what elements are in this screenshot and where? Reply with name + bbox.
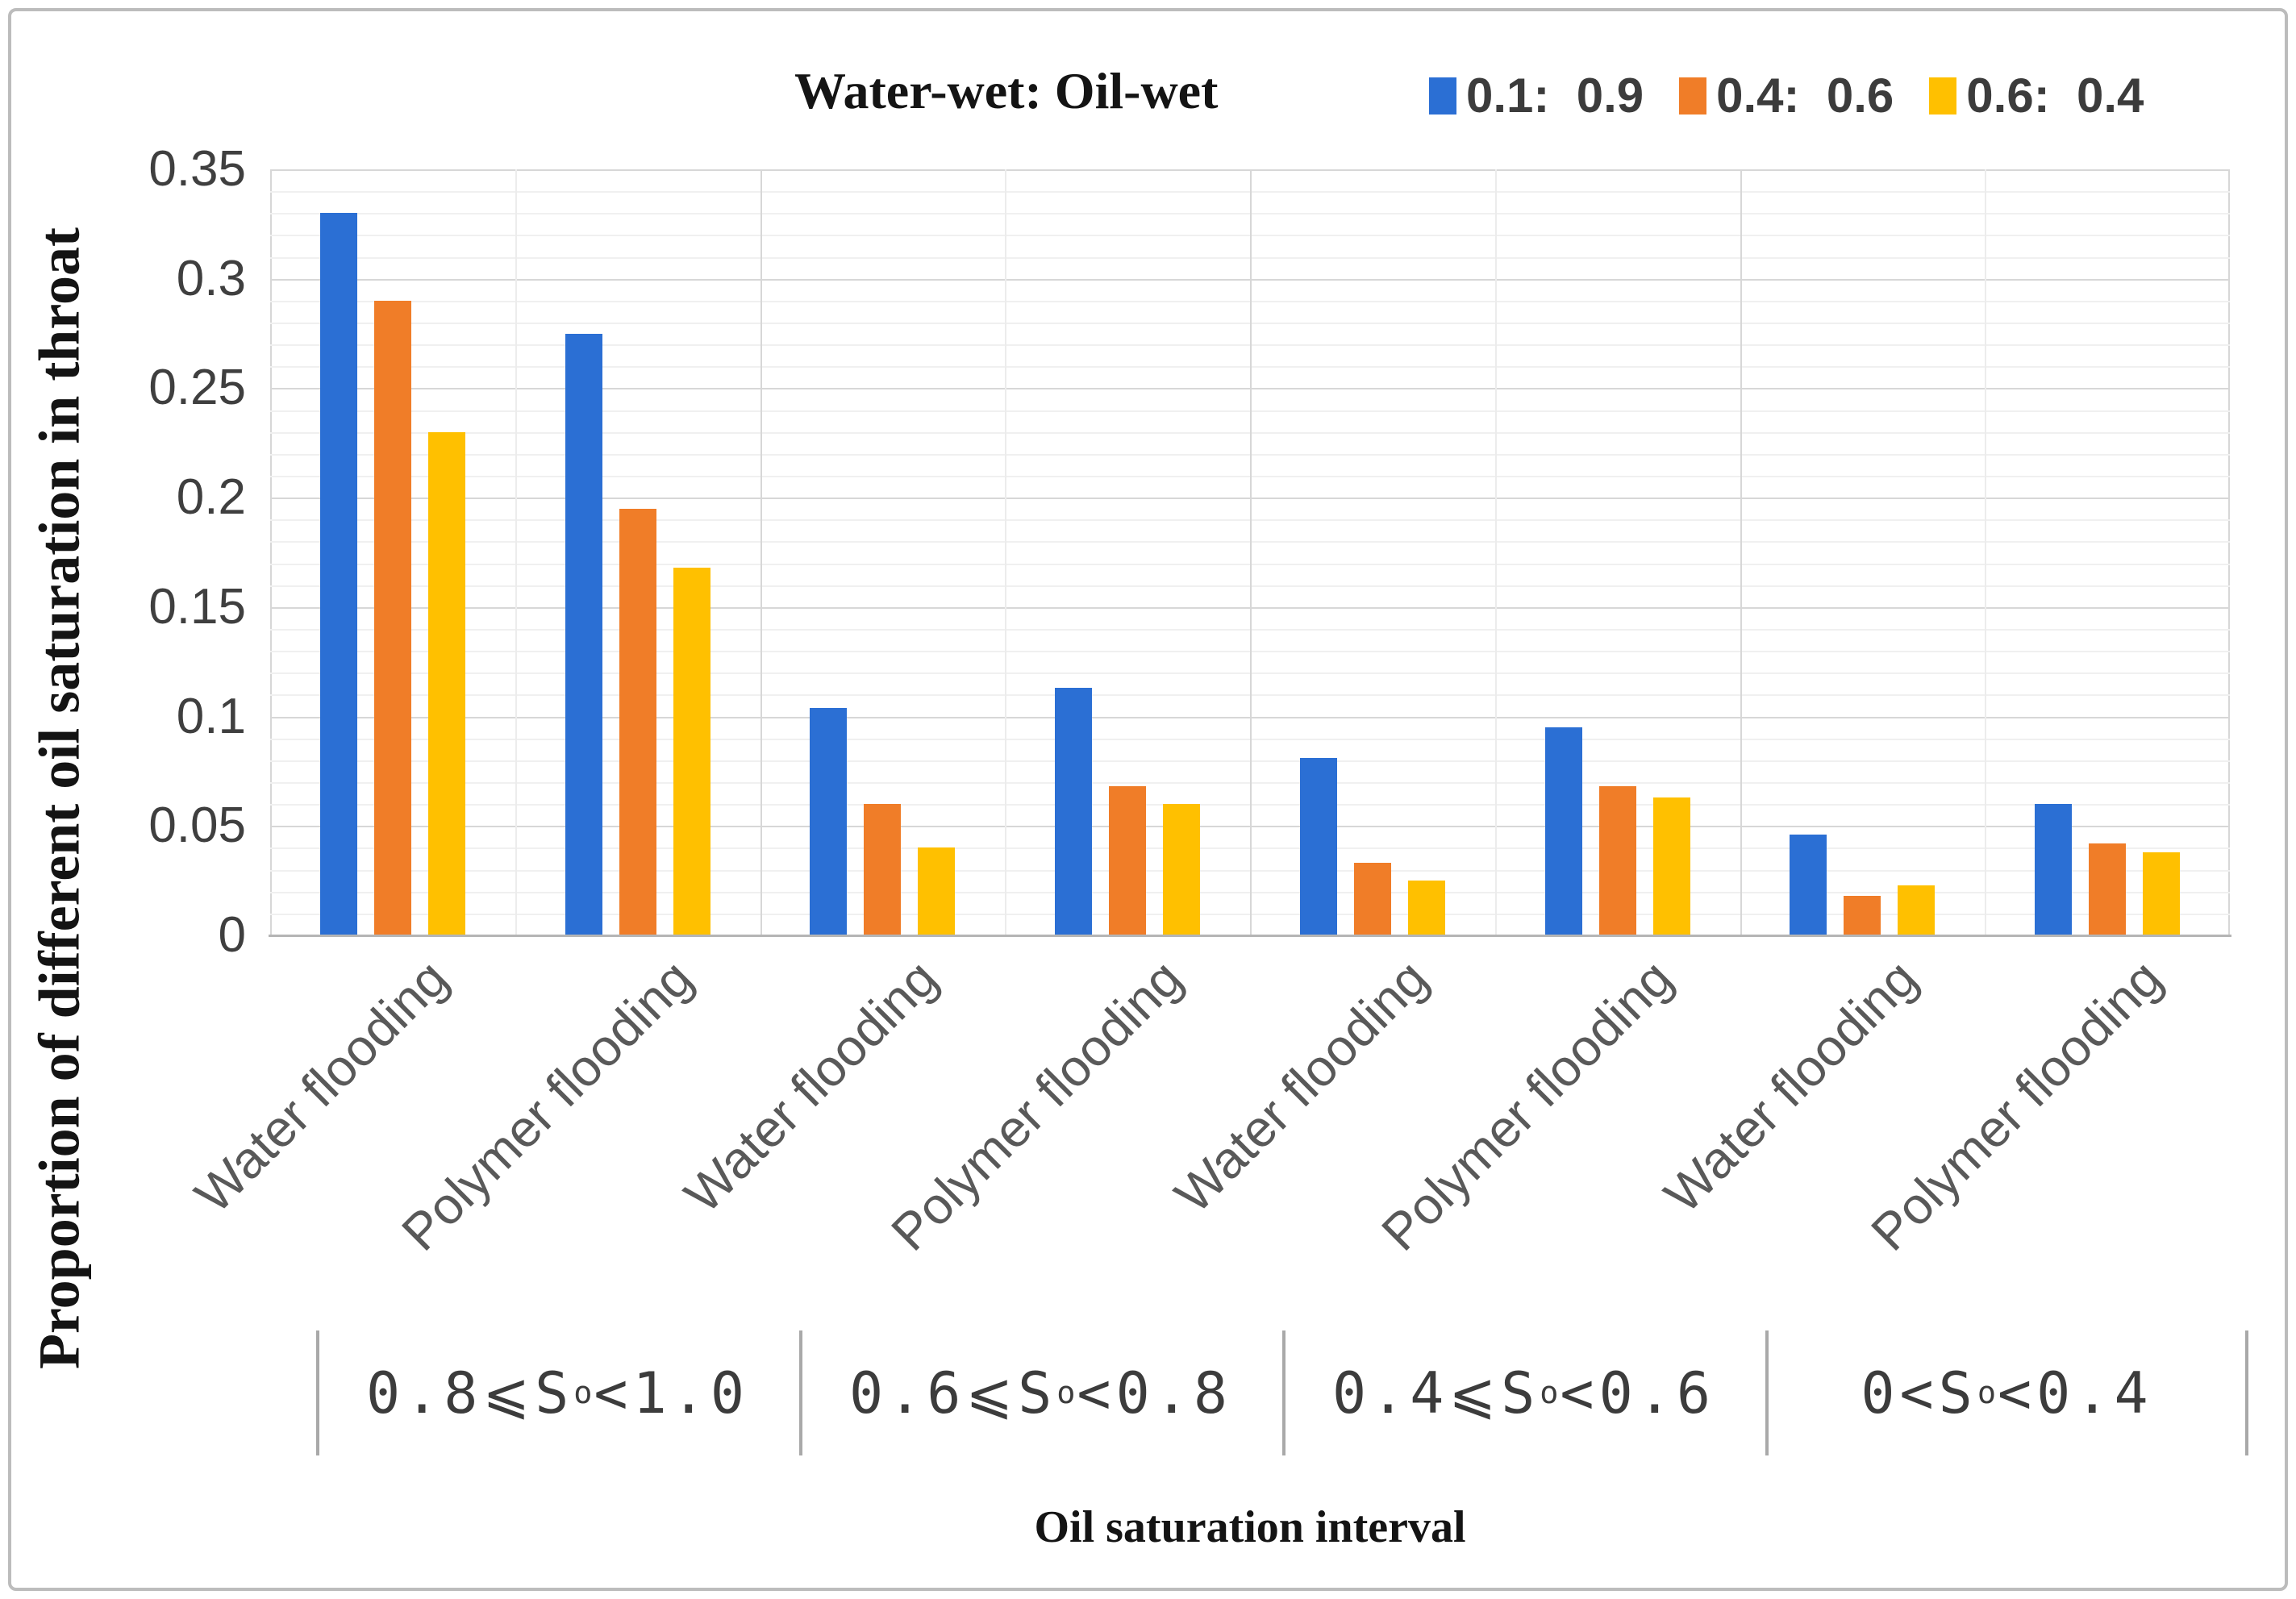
legend-swatch bbox=[1929, 77, 1957, 115]
bar-series3-cat6 bbox=[1653, 797, 1690, 935]
bar-series2-cat5 bbox=[1354, 863, 1391, 935]
bar-series3-cat5 bbox=[1408, 881, 1445, 935]
bar-series2-cat4 bbox=[1109, 786, 1146, 935]
legend-item: 0.1: 0.9 bbox=[1429, 68, 1644, 123]
y-tick-label: 0.35 bbox=[148, 141, 246, 197]
interval-divider bbox=[799, 1330, 802, 1455]
y-tick-label: 0.3 bbox=[176, 250, 246, 306]
interval-label-text: <0.4 bbox=[1998, 1360, 2153, 1426]
bar-series2-cat7 bbox=[1844, 896, 1881, 935]
legend-item: 0.6: 0.4 bbox=[1929, 68, 2144, 123]
bar-series3-cat1 bbox=[428, 431, 465, 935]
interval-label-subscript: o bbox=[1977, 1375, 1998, 1411]
bar-series1-cat2 bbox=[565, 333, 602, 935]
y-tick-label: 0.05 bbox=[148, 797, 246, 854]
interval-label-text: 0<S bbox=[1861, 1360, 1977, 1426]
gridline-vertical bbox=[1005, 169, 1006, 935]
interval-label-text: <0.6 bbox=[1560, 1360, 1715, 1426]
gridline-vertical bbox=[1495, 169, 1497, 935]
interval-label-text: <1.0 bbox=[594, 1360, 749, 1426]
bar-series3-cat2 bbox=[673, 568, 710, 935]
bar-series2-cat6 bbox=[1599, 786, 1636, 935]
legend: 0.1: 0.9 0.4: 0.6 0.6: 0.4 bbox=[1429, 68, 2144, 123]
x-axis-group-labels: 0.8⩽S o <1.0 0.6⩽S o <0.8 0.4⩽S o <0.6 0<S o <0.4 bbox=[316, 1330, 2248, 1455]
bar-series1-cat5 bbox=[1300, 758, 1337, 935]
bar-series1-cat3 bbox=[810, 707, 847, 935]
gridline-vertical bbox=[1985, 169, 1986, 935]
gridline-vertical bbox=[515, 169, 517, 935]
interval-label-subscript: o bbox=[1540, 1375, 1561, 1411]
gridline-vertical bbox=[1740, 169, 1742, 935]
legend-item: 0.4: 0.6 bbox=[1679, 68, 1894, 123]
bar-series3-cat3 bbox=[918, 847, 955, 935]
y-tick-label: 0.25 bbox=[148, 360, 246, 416]
legend-swatch bbox=[1429, 77, 1456, 115]
interval-label-subscript: o bbox=[1056, 1375, 1077, 1411]
interval-label: 0.6⩽S o <0.8 bbox=[799, 1330, 1282, 1455]
interval-label-text: <0.8 bbox=[1077, 1360, 1232, 1426]
y-axis-title: Proportion of different oil saturation i… bbox=[27, 227, 92, 1369]
plot-area bbox=[270, 169, 2230, 935]
bar-series1-cat1 bbox=[320, 213, 357, 935]
y-tick-label: 0.15 bbox=[148, 578, 246, 635]
y-tick-label: 0 bbox=[218, 907, 246, 963]
legend-label: 0.4: 0.6 bbox=[1716, 69, 1894, 123]
bar-series2-cat1 bbox=[374, 300, 411, 935]
legend-label: 0.6: 0.4 bbox=[1966, 69, 2144, 123]
bar-series1-cat8 bbox=[2035, 804, 2072, 935]
legend-swatch bbox=[1679, 77, 1707, 115]
bar-series3-cat8 bbox=[2143, 852, 2180, 935]
interval-divider bbox=[2245, 1330, 2248, 1455]
bar-series2-cat3 bbox=[864, 804, 901, 935]
legend-label: 0.1: 0.9 bbox=[1466, 69, 1644, 123]
bar-series2-cat8 bbox=[2089, 843, 2126, 935]
x-axis-title: Oil saturation interval bbox=[1034, 1502, 1466, 1552]
interval-label: 0<S o <0.4 bbox=[1765, 1330, 2248, 1455]
interval-label: 0.8⩽S o <1.0 bbox=[316, 1330, 799, 1455]
interval-label-text: 0.4⩽S bbox=[1332, 1360, 1540, 1426]
gridline-vertical bbox=[1250, 169, 1252, 935]
interval-divider bbox=[1282, 1330, 1286, 1455]
bar-series3-cat7 bbox=[1898, 885, 1935, 935]
y-tick-label: 0.1 bbox=[176, 688, 246, 744]
bar-series1-cat6 bbox=[1545, 727, 1582, 935]
y-tick-label: 0.2 bbox=[176, 469, 246, 526]
interval-label-text: 0.6⩽S bbox=[849, 1360, 1057, 1426]
x-axis-line bbox=[269, 935, 2231, 937]
bar-series1-cat7 bbox=[1790, 835, 1827, 935]
bar-series1-cat4 bbox=[1055, 688, 1092, 935]
figure-border bbox=[8, 8, 2288, 1591]
interval-label-text: 0.8⩽S bbox=[366, 1360, 574, 1426]
gridline-vertical bbox=[760, 169, 762, 935]
bar-series3-cat4 bbox=[1163, 804, 1200, 935]
bar-series2-cat2 bbox=[619, 508, 656, 935]
interval-divider bbox=[316, 1330, 319, 1455]
legend-title: Water-wet: Oil-wet bbox=[794, 62, 1219, 119]
interval-label: 0.4⩽S o <0.6 bbox=[1282, 1330, 1765, 1455]
interval-divider bbox=[1765, 1330, 1769, 1455]
interval-label-subscript: o bbox=[573, 1375, 594, 1411]
